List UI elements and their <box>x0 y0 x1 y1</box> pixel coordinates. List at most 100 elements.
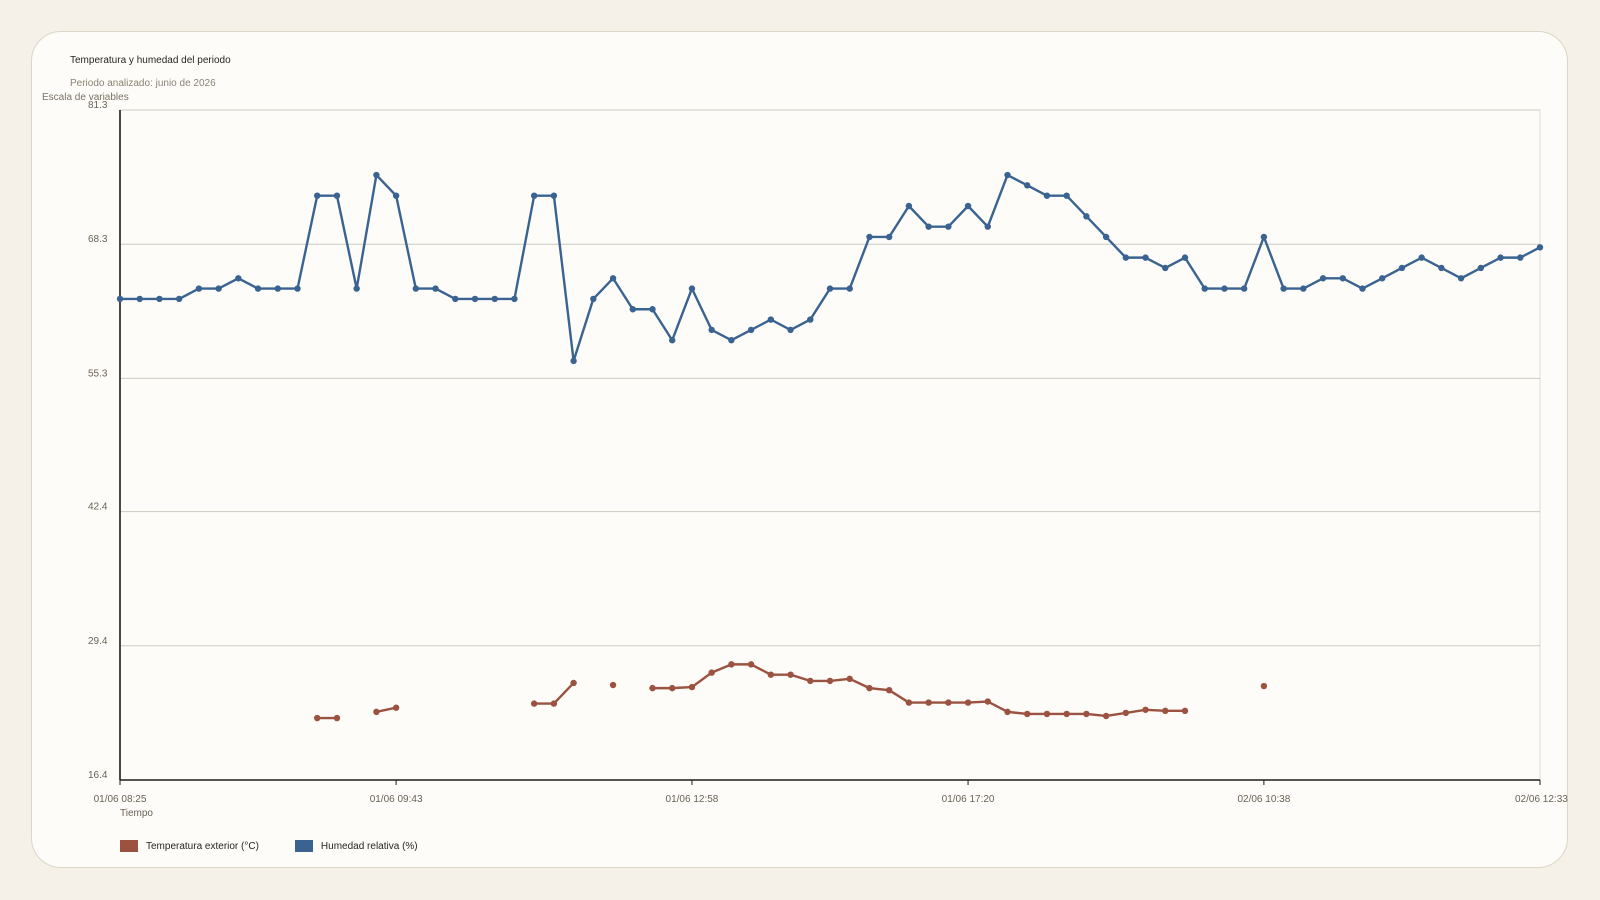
x-tick-label: 02/06 12:33 <box>1515 794 1568 805</box>
data-point-humidity <box>195 285 203 292</box>
data-point-temperature <box>787 671 794 678</box>
x-tick-label: 02/06 10:38 <box>1237 794 1290 805</box>
data-point-temperature <box>984 698 991 705</box>
series-line-temperature <box>376 706 397 714</box>
data-point-humidity <box>1122 254 1130 261</box>
data-point-temperature <box>333 714 341 722</box>
legend-label-humidity: Humedad relativa (%) <box>320 840 418 852</box>
y-tick-label: 68.3 <box>88 234 108 245</box>
data-point-humidity <box>1181 254 1189 261</box>
data-point-humidity <box>314 192 321 199</box>
legend-item-temperature: Temperatura exterior (°C) <box>120 840 259 852</box>
data-point-temperature <box>807 677 814 685</box>
data-point-humidity <box>787 326 794 334</box>
data-point-humidity <box>649 306 656 313</box>
data-point-temperature <box>885 686 893 694</box>
data-point-humidity <box>1024 182 1031 189</box>
x-tick-label: 01/06 09:43 <box>370 794 423 805</box>
data-point-humidity <box>609 275 617 282</box>
data-point-humidity <box>885 233 893 241</box>
data-point-temperature <box>669 684 676 692</box>
data-point-temperature <box>1162 707 1169 715</box>
data-point-temperature <box>964 699 972 706</box>
data-point-humidity <box>1260 233 1268 241</box>
data-point-humidity <box>373 171 380 179</box>
y-axis-label: Escala de variables <box>42 92 129 103</box>
data-point-humidity <box>471 295 479 303</box>
data-point-temperature <box>905 699 913 706</box>
data-point-humidity <box>1517 254 1524 261</box>
x-axis-label: Tiempo <box>120 808 153 819</box>
data-point-humidity <box>254 285 262 292</box>
data-point-humidity <box>432 285 439 292</box>
data-point-humidity <box>353 285 360 292</box>
series-line-temperature <box>652 663 1185 718</box>
data-point-humidity <box>491 295 498 303</box>
data-point-humidity <box>1339 275 1346 282</box>
data-point-humidity <box>1240 285 1248 292</box>
data-point-humidity <box>590 295 597 303</box>
data-point-humidity <box>846 285 853 292</box>
data-point-humidity <box>294 285 301 292</box>
data-point-temperature <box>392 704 400 711</box>
data-point-humidity <box>905 202 913 210</box>
y-tick-label: 42.4 <box>88 502 108 513</box>
y-tick-label: 81.3 <box>88 100 108 111</box>
legend-swatch-humidity <box>294 840 313 852</box>
data-point-humidity <box>807 316 814 323</box>
data-point-humidity <box>274 285 281 292</box>
legend: Temperatura exterior (°C) Humedad relati… <box>120 840 418 852</box>
chart-card <box>31 31 1568 868</box>
data-point-temperature <box>1102 712 1110 720</box>
data-point-humidity <box>1359 285 1366 292</box>
data-point-humidity <box>452 295 459 303</box>
data-point-humidity <box>984 223 991 230</box>
data-point-temperature <box>1181 707 1189 715</box>
data-point-temperature <box>570 679 577 687</box>
data-point-humidity <box>116 295 124 303</box>
data-point-temperature <box>609 681 617 689</box>
data-point-temperature <box>708 669 715 676</box>
data-point-temperature <box>1024 710 1031 718</box>
data-point-humidity <box>1280 285 1287 292</box>
data-point-humidity <box>1043 192 1051 199</box>
data-point-humidity <box>945 223 952 230</box>
data-point-temperature <box>1063 710 1070 718</box>
data-point-humidity <box>1063 192 1070 199</box>
data-point-humidity <box>1319 275 1327 282</box>
data-point-temperature <box>925 699 932 706</box>
x-tick-label: 01/06 17:20 <box>942 794 995 805</box>
data-point-humidity <box>1221 285 1228 292</box>
chart-title: Temperatura y humedad del periodo <box>70 55 231 66</box>
data-point-humidity <box>235 275 242 282</box>
data-point-temperature <box>1083 710 1090 718</box>
legend-label-temperature: Temperatura exterior (°C) <box>146 840 259 852</box>
data-point-humidity <box>1162 264 1169 272</box>
data-point-humidity <box>215 285 222 292</box>
data-point-humidity <box>136 295 143 303</box>
data-point-temperature <box>373 708 380 716</box>
data-point-humidity <box>1379 275 1386 282</box>
data-point-temperature <box>767 671 775 678</box>
data-point-humidity <box>1418 254 1425 261</box>
data-point-temperature <box>1043 710 1051 718</box>
data-point-humidity <box>1457 275 1465 282</box>
data-point-humidity <box>1142 254 1149 261</box>
data-point-humidity <box>333 192 341 199</box>
x-tick-label: 01/06 08:25 <box>94 794 147 805</box>
legend-swatch-temperature <box>120 840 138 852</box>
data-point-temperature <box>688 683 696 691</box>
data-point-humidity <box>1477 264 1485 272</box>
data-point-humidity <box>629 306 636 313</box>
data-point-humidity <box>1083 213 1090 220</box>
legend-item-humidity: Humedad relativa (%) <box>294 840 418 852</box>
data-point-humidity <box>1438 264 1445 272</box>
data-point-humidity <box>511 295 518 303</box>
data-point-temperature <box>728 661 735 668</box>
data-point-humidity <box>1497 254 1504 261</box>
data-point-humidity <box>826 285 834 292</box>
data-point-humidity <box>1004 171 1011 179</box>
data-point-temperature <box>314 714 321 722</box>
data-point-temperature <box>1004 708 1011 716</box>
